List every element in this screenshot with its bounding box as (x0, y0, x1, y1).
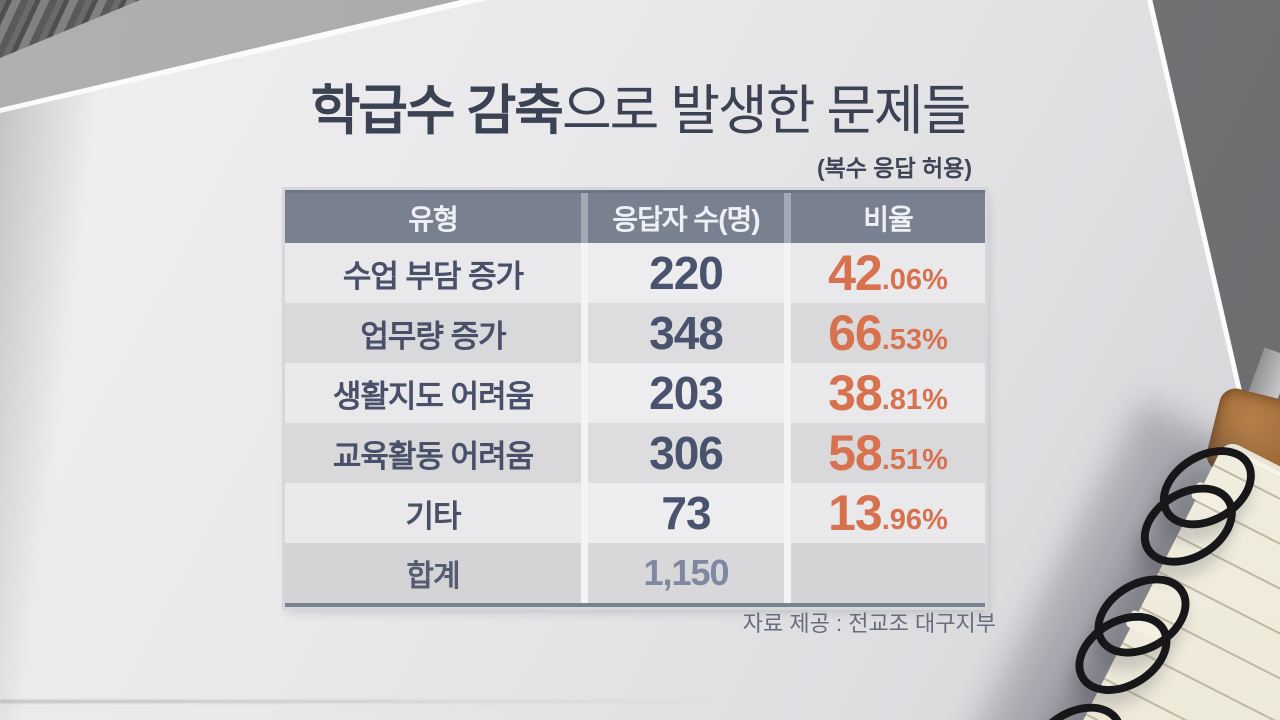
column-header-count: 응답자 수(명) (588, 193, 784, 243)
table-header-row: 유형 응답자 수(명) 비율 (285, 190, 985, 243)
row-count: 73 (588, 483, 784, 543)
row-type: 수업 부담 증가 (285, 243, 581, 303)
row-type: 합계 (285, 543, 581, 603)
row-type: 교육활동 어려움 (285, 423, 581, 483)
row-ratio: 42.06% (791, 243, 985, 303)
title-rest: 으로 발생한 문제들 (561, 81, 971, 141)
row-count: 220 (588, 243, 784, 303)
row-ratio: 58.51% (791, 423, 985, 483)
row-type: 생활지도 어려움 (285, 363, 581, 423)
row-type: 업무량 증가 (285, 303, 581, 363)
row-count: 348 (588, 303, 784, 363)
row-ratio (791, 543, 985, 603)
page-title: 학급수 감축으로 발생한 문제들 (0, 81, 1280, 141)
title-note: (복수 응답 허용) (816, 155, 972, 181)
row-ratio: 38.81% (791, 363, 985, 423)
paper-stack-edge (0, 700, 720, 703)
row-count: 306 (588, 423, 784, 483)
data-table: 유형 응답자 수(명) 비율 수업 부담 증가 220 42.06% 업무량 증… (285, 190, 985, 607)
row-ratio: 66.53% (791, 303, 985, 363)
source-credit: 자료 제공 : 전교조 대구지부 (742, 611, 996, 636)
column-header-ratio: 비율 (791, 193, 985, 243)
row-count: 1,150 (588, 543, 784, 603)
row-ratio: 13.96% (791, 483, 985, 543)
table-body: 수업 부담 증가 220 42.06% 업무량 증가 348 66.53% 생활… (285, 243, 985, 607)
column-header-type: 유형 (285, 193, 581, 243)
title-highlight: 학급수 감축 (310, 81, 564, 141)
row-count: 203 (588, 363, 784, 423)
row-type: 기타 (285, 483, 581, 543)
